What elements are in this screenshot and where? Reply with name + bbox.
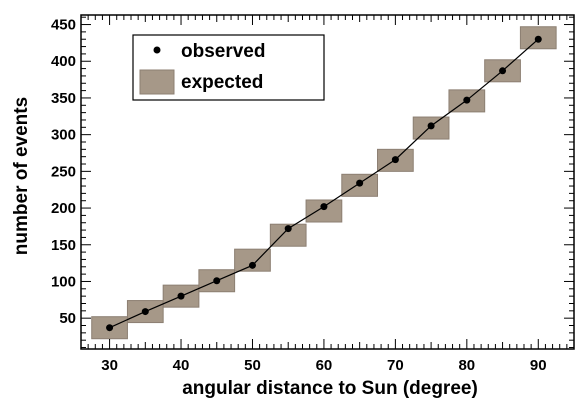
expected-box (234, 248, 271, 272)
observed-point (248, 261, 256, 269)
y-tick-label: 300 (51, 127, 76, 144)
x-axis-ticks (80, 15, 575, 349)
y-axis-ticks (81, 16, 574, 349)
legend: observed expected (132, 34, 325, 101)
expected-box (269, 223, 307, 247)
x-tick-label: 70 (387, 357, 404, 374)
y-tick-label: 250 (51, 163, 76, 180)
observed-point (427, 122, 435, 130)
plot-frame (80, 14, 575, 350)
y-tick-label: 50 (59, 310, 76, 327)
y-tick-label: 400 (51, 53, 76, 70)
observed-point (141, 308, 149, 316)
legend-expected-label: expected (181, 72, 263, 93)
expected-box (305, 199, 343, 223)
y-tick-label: 200 (51, 200, 76, 217)
observed-point (356, 179, 364, 187)
observed-point (391, 156, 399, 164)
x-tick-label: 60 (316, 357, 333, 374)
x-tick-label: 80 (458, 357, 475, 374)
x-axis-tick-labels: 30 40 50 60 70 80 90 (101, 357, 546, 374)
legend-observed-label: observed (181, 41, 265, 62)
observed-point (106, 324, 114, 332)
x-tick-label: 30 (101, 357, 118, 374)
observed-point (534, 35, 542, 43)
observed-point (320, 203, 328, 211)
x-tick-label: 40 (173, 357, 190, 374)
observed-point (213, 277, 221, 285)
x-tick-label: 50 (244, 357, 261, 374)
observed-point (463, 96, 471, 104)
observed-point (284, 225, 292, 233)
x-axis-title: angular distance to Sun (degree) (182, 378, 478, 399)
y-tick-label: 450 (51, 17, 76, 34)
observed-points (106, 35, 542, 332)
observed-point (177, 292, 185, 300)
y-tick-label: 100 (51, 273, 76, 290)
legend-expected-swatch (139, 69, 175, 95)
x-tick-label: 90 (530, 357, 547, 374)
y-axis-title: number of events (11, 97, 32, 255)
y-axis-tick-labels: 50 100 150 200 250 300 350 400 450 (51, 17, 76, 328)
observed-point (499, 67, 507, 75)
y-tick-label: 150 (51, 237, 76, 254)
y-tick-label: 350 (51, 90, 76, 107)
legend-observed-marker (153, 46, 161, 54)
